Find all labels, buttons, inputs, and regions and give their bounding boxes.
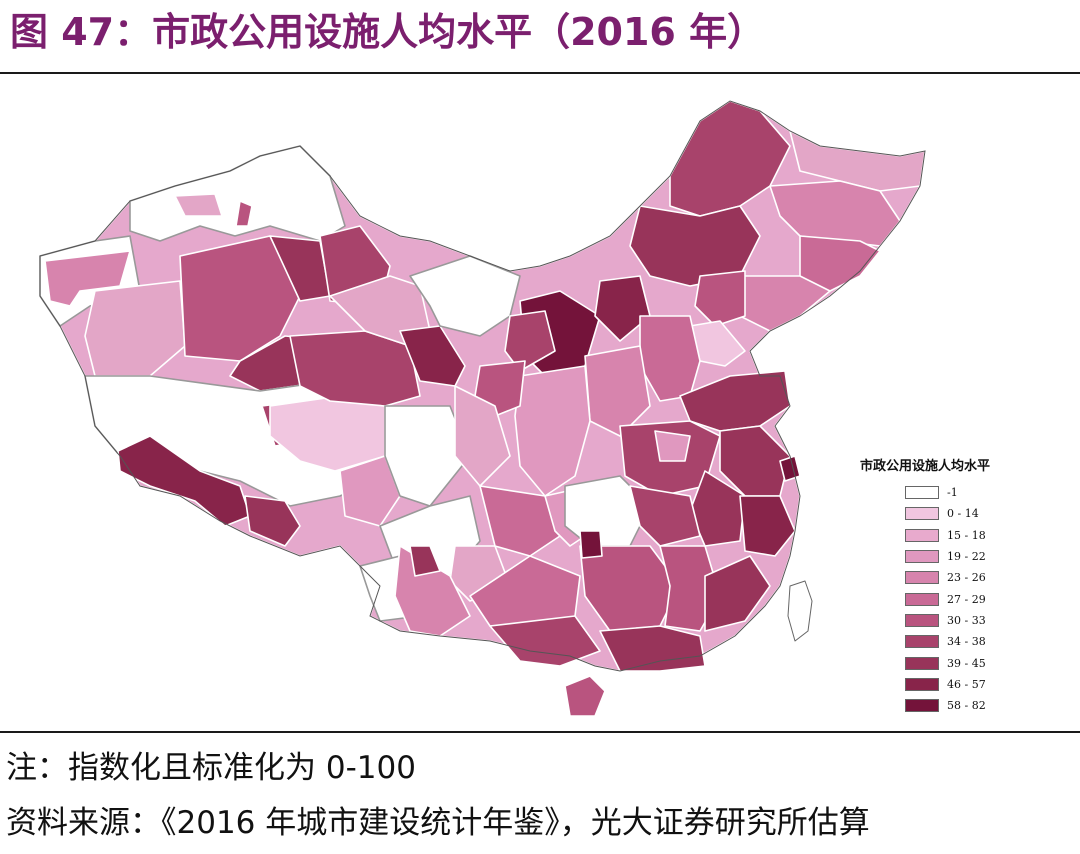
region-zhejiang: [739, 495, 796, 557]
legend-title: 市政公用设施人均水平: [860, 459, 991, 474]
region-hunan-dark: [579, 530, 603, 559]
region-hainan: [564, 675, 606, 717]
region-taiwan: [787, 580, 813, 642]
region-guangxi: [489, 615, 601, 667]
legend-label: 23 - 26: [947, 571, 986, 585]
legend-label: 46 - 57: [947, 677, 986, 691]
region-hubei-east: [629, 485, 701, 547]
legend-swatch: [905, 592, 939, 606]
legend-item: 27 - 29: [905, 588, 990, 609]
legend-label: 15 - 18: [947, 528, 986, 542]
note-text: 注：指数化且标准化为 0-100: [6, 750, 416, 786]
footer-rule: [0, 731, 1080, 733]
region-yunnan-dark: [409, 545, 441, 577]
legend-label: 19 - 22: [947, 550, 986, 564]
legend-item: 19 - 22: [905, 546, 990, 567]
legend-item: 15 - 18: [905, 525, 990, 546]
legend-item: 30 - 33: [905, 610, 990, 631]
legend-label: 30 - 33: [947, 613, 986, 627]
legend-swatch: [905, 635, 939, 649]
legend-swatch: [905, 507, 939, 521]
legend-label: 34 - 38: [947, 635, 986, 649]
legend-label: 58 - 82: [947, 699, 986, 713]
region-shaanxi: [514, 365, 591, 497]
china-choropleth-map: [39, 100, 926, 717]
legend-swatch: [905, 613, 939, 627]
legend-label: 39 - 45: [947, 656, 986, 670]
legend-label: 0 - 14: [947, 507, 979, 521]
legend-item: 39 - 45: [905, 652, 990, 673]
legend-swatch: [905, 486, 939, 500]
legend-swatch: [905, 656, 939, 670]
region-xj-small: [174, 193, 223, 217]
legend-swatch: [905, 571, 939, 585]
legend-label: 27 - 29: [947, 592, 986, 606]
legend-item: 58 - 82: [905, 695, 990, 716]
figure-title: 图 47：市政公用设施人均水平（2016 年）: [10, 10, 766, 54]
legend-item: 23 - 26: [905, 567, 990, 588]
legend-item: 34 - 38: [905, 631, 990, 652]
region-qinghai-pink2: [339, 455, 401, 527]
region-im-bayan: [504, 310, 556, 372]
map-legend: 市政公用设施人均水平 -1 0 - 14 15 - 18 19 - 22 23 - 26…: [860, 455, 990, 716]
region-sichuan-basin: [479, 485, 561, 557]
region-fujian: [704, 555, 771, 632]
region-gansu-south: [454, 385, 511, 487]
legend-swatch: [905, 699, 939, 713]
region-xj-altai: [235, 200, 253, 227]
legend-swatch: [905, 550, 939, 564]
legend-swatch: [905, 677, 939, 691]
region-guangdong: [599, 625, 706, 672]
title-rule: [0, 72, 1080, 74]
source-text: 资料来源：《2016 年城市建设统计年鉴》，光大证券研究所估算: [6, 805, 870, 841]
region-tibet-nyingchi: [244, 495, 301, 547]
region-im-ordos: [594, 275, 651, 342]
region-xj-kashi-small: [44, 250, 131, 307]
country-border: [39, 100, 926, 672]
region-gansu-mid: [399, 325, 466, 387]
legend-item: 46 - 57: [905, 674, 990, 695]
legend-swatch: [905, 528, 939, 542]
region-im-chifeng: [694, 270, 746, 327]
region-henan-light: [654, 430, 691, 462]
legend-item: -1: [905, 482, 990, 503]
legend-items: -1 0 - 14 15 - 18 19 - 22 23 - 26 27 - 29 30 -…: [860, 482, 990, 716]
legend-item: 0 - 14: [905, 503, 990, 524]
legend-label: -1: [947, 486, 958, 500]
